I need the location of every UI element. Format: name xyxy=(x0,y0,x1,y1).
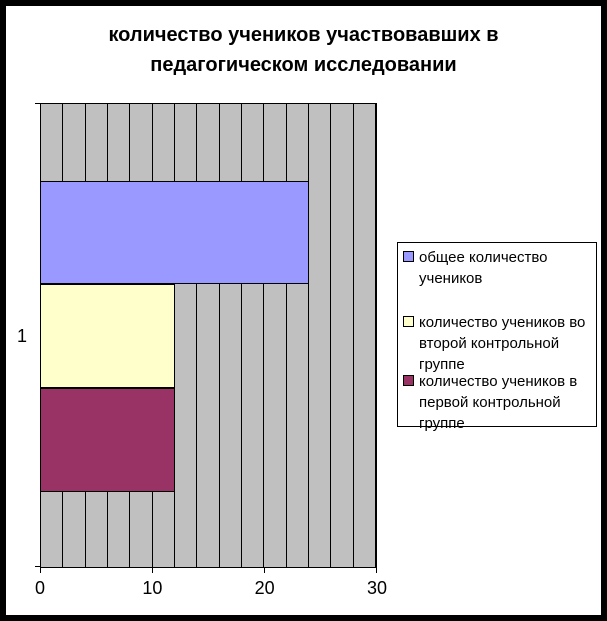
y-axis-category-label: 1 xyxy=(16,326,27,346)
x-axis-label: 0 xyxy=(34,578,46,598)
bar-first-control-group xyxy=(41,388,175,492)
gridline xyxy=(218,104,220,567)
gridline xyxy=(196,104,198,567)
legend-entry-total: общее количество учеников xyxy=(403,247,593,289)
gridline xyxy=(263,104,265,567)
gridline xyxy=(330,104,332,567)
legend-entry-first-group: количество учеников в первой контрольной… xyxy=(403,371,593,434)
legend-label-total: общее количество учеников xyxy=(419,249,548,287)
chart-title: количество учеников участвовавших в педа… xyxy=(108,24,499,76)
x-axis-tick-0 xyxy=(40,567,41,573)
bar-second-control-group xyxy=(41,284,175,388)
legend-label-first-group: количество учеников в первой контрольной… xyxy=(419,373,578,432)
legend-swatch-second-group xyxy=(403,316,414,327)
plot-area xyxy=(40,103,377,568)
legend: общее количество учеников количество уче… xyxy=(397,242,597,432)
x-axis-tick-20 xyxy=(264,567,265,573)
legend-swatch-total xyxy=(403,251,414,262)
legend-label-second-group: количество учеников во второй контрольно… xyxy=(419,314,586,373)
legend-entry-second-group: количество учеников во второй контрольно… xyxy=(403,312,593,375)
x-axis-tick-30 xyxy=(376,567,377,573)
x-axis-label: 30 xyxy=(366,578,388,598)
y-axis-tick-bottom xyxy=(35,566,40,567)
legend-swatch-first-group xyxy=(403,375,414,386)
gridline xyxy=(285,104,287,567)
bar-total-students xyxy=(41,181,309,284)
x-axis-label: 10 xyxy=(142,578,163,598)
x-axis-tick-10 xyxy=(152,567,153,573)
gridline xyxy=(375,104,376,567)
gridline xyxy=(352,104,354,567)
x-axis-label: 20 xyxy=(254,578,275,598)
x-axis-labels: 0 10 20 30 xyxy=(35,578,387,598)
gridline xyxy=(308,104,309,567)
y-axis-tick-top xyxy=(35,103,40,104)
gridline xyxy=(241,104,242,567)
